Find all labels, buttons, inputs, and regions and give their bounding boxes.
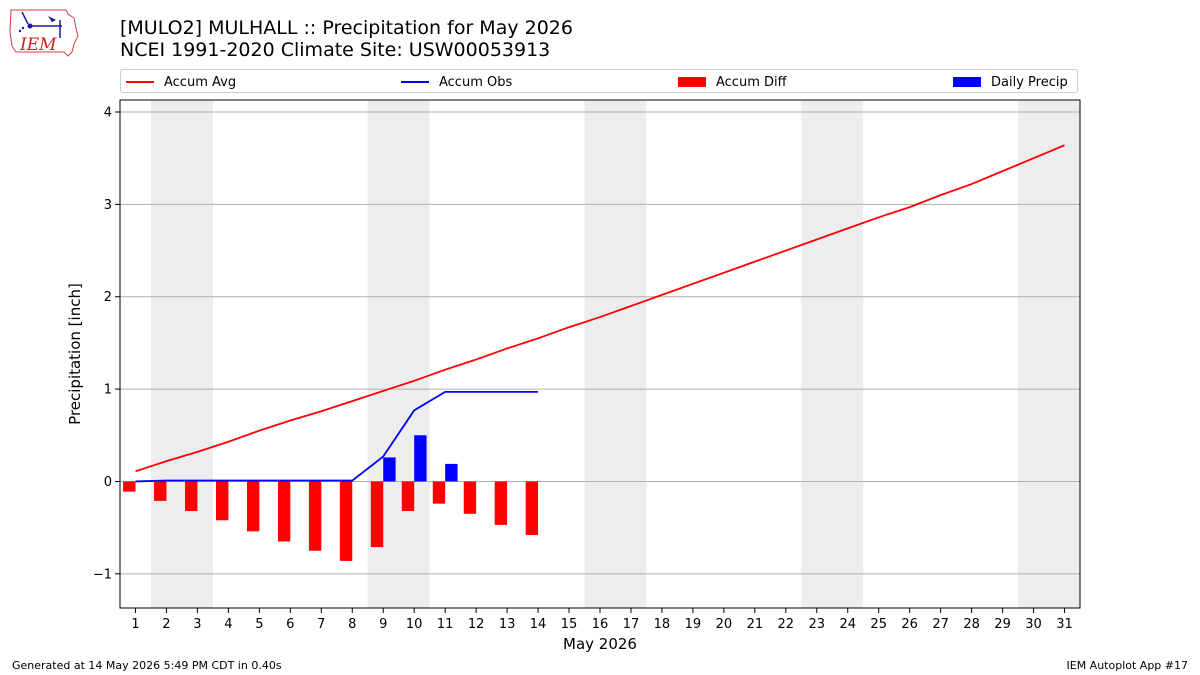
diff-bar-day-9 — [370, 481, 384, 548]
legend-item-accum-diff: Accum Diff — [678, 73, 787, 91]
x-tick-label-24: 24 — [839, 617, 856, 632]
x-tick-label-1: 1 — [131, 617, 139, 632]
title-line-2: NCEI 1991-2020 Climate Site: USW00053913 — [120, 39, 551, 61]
x-tick-label-23: 23 — [809, 617, 826, 632]
x-tick-label-27: 27 — [932, 617, 949, 632]
x-tick-label-7: 7 — [317, 617, 325, 632]
lines-group — [135, 144, 1065, 483]
x-tick-label-31: 31 — [1056, 617, 1073, 632]
y-axis-ticks: −1 0 1 2 3 4 — [93, 106, 120, 582]
x-tick-label-30: 30 — [1025, 617, 1042, 632]
x-tick-label-3: 3 — [193, 617, 201, 632]
generated-timestamp: Generated at 14 May 2026 5:49 PM CDT in … — [12, 659, 282, 672]
x-tick-label-26: 26 — [901, 617, 918, 632]
y-tick-label-5: 4 — [104, 106, 112, 121]
iem-logo-graphic: IEM — [9, 9, 79, 57]
legend-label-accum-diff: Accum Diff — [716, 74, 787, 90]
x-tick-label-19: 19 — [685, 617, 702, 632]
accum-avg-line — [135, 144, 1065, 473]
legend-item-accum-avg: Accum Avg — [126, 73, 236, 91]
y-tick-label-4: 3 — [104, 198, 112, 213]
x-tick-label-25: 25 — [870, 617, 887, 632]
x-tick-label-14: 14 — [530, 617, 547, 632]
diff-bar-day-4 — [216, 481, 229, 521]
x-tick-label-6: 6 — [286, 617, 294, 632]
x-tick-label-12: 12 — [468, 617, 485, 632]
diff-bar-day-7 — [308, 481, 322, 551]
x-tick-label-21: 21 — [747, 617, 764, 632]
legend-swatch-accum-obs — [401, 81, 429, 83]
x-tick-label-18: 18 — [654, 617, 671, 632]
legend-swatch-accum-avg — [126, 81, 154, 83]
x-axis-label: May 2026 — [563, 635, 637, 653]
diff-bar-day-1 — [123, 481, 136, 492]
x-tick-label-13: 13 — [499, 617, 516, 632]
y-axis-label: Precipitation [inch] — [66, 283, 84, 425]
diff-bar-day-8 — [339, 481, 353, 561]
legend-label-accum-avg: Accum Avg — [164, 74, 237, 90]
x-tick-label-9: 9 — [379, 617, 387, 632]
y-tick-label-0: −1 — [93, 567, 112, 582]
x-tick-label-10: 10 — [406, 617, 423, 632]
x-tick-label-16: 16 — [592, 617, 609, 632]
app-credit: IEM Autoplot App #17 — [1066, 659, 1189, 672]
iem-logo: IEM — [8, 6, 80, 58]
diff-bar-day-6 — [277, 481, 291, 542]
legend-label-daily-precip: Daily Precip — [991, 74, 1068, 90]
weekend-band-1 — [150, 100, 213, 608]
diff-bar-day-13 — [494, 481, 508, 525]
precip-bar-day-11 — [445, 463, 458, 482]
x-tick-label-4: 4 — [224, 617, 232, 632]
x-tick-label-8: 8 — [348, 617, 356, 632]
y-tick-label-3: 2 — [104, 290, 112, 305]
x-tick-label-20: 20 — [716, 617, 733, 632]
x-tick-label-5: 5 — [255, 617, 263, 632]
x-axis-ticks: 1 2 3 4 5 6 7 8 9 10 11 12 13 14 15 16 17 18 19 20 21 22 23 24 2… — [131, 608, 1073, 632]
accum-obs-line — [135, 390, 539, 483]
legend-swatch-daily-precip — [953, 77, 981, 87]
legend-item-daily-precip: Daily Precip — [953, 73, 1068, 91]
diff-bar-day-10 — [401, 481, 415, 512]
legend-swatch-accum-diff — [678, 77, 706, 87]
weekend-band-4 — [801, 100, 864, 608]
precip-bar-day-9 — [383, 457, 396, 482]
bars-group — [123, 435, 539, 561]
chart-legend: Accum Avg Accum Obs Accum Diff Daily Pre… — [120, 69, 1078, 93]
title-line-1: [MULO2] MULHALL :: Precipitation for May… — [120, 17, 573, 39]
diff-bar-day-14 — [525, 481, 539, 536]
logo-text: IEM — [19, 35, 57, 55]
legend-item-accum-obs: Accum Obs — [401, 73, 512, 91]
x-tick-label-15: 15 — [561, 617, 578, 632]
x-tick-label-22: 22 — [778, 617, 795, 632]
diff-bar-day-11 — [432, 481, 446, 504]
diff-bar-day-3 — [185, 481, 198, 512]
diff-bar-day-5 — [246, 481, 260, 532]
weekend-band-5 — [1018, 100, 1080, 608]
x-tick-label-29: 29 — [994, 617, 1011, 632]
y-tick-label-1: 0 — [104, 475, 112, 490]
x-tick-label-2: 2 — [162, 617, 170, 632]
weekend-band-3 — [584, 100, 647, 608]
x-tick-label-11: 11 — [437, 617, 454, 632]
x-tick-label-17: 17 — [623, 617, 640, 632]
diff-bar-day-12 — [463, 481, 477, 514]
x-tick-label-28: 28 — [963, 617, 980, 632]
chart-title: [MULO2] MULHALL :: Precipitation for May… — [120, 17, 573, 61]
precip-bar-day-10 — [414, 435, 427, 482]
legend-label-accum-obs: Accum Obs — [439, 74, 513, 90]
diff-bar-day-2 — [154, 481, 167, 501]
y-tick-label-2: 1 — [104, 383, 112, 398]
